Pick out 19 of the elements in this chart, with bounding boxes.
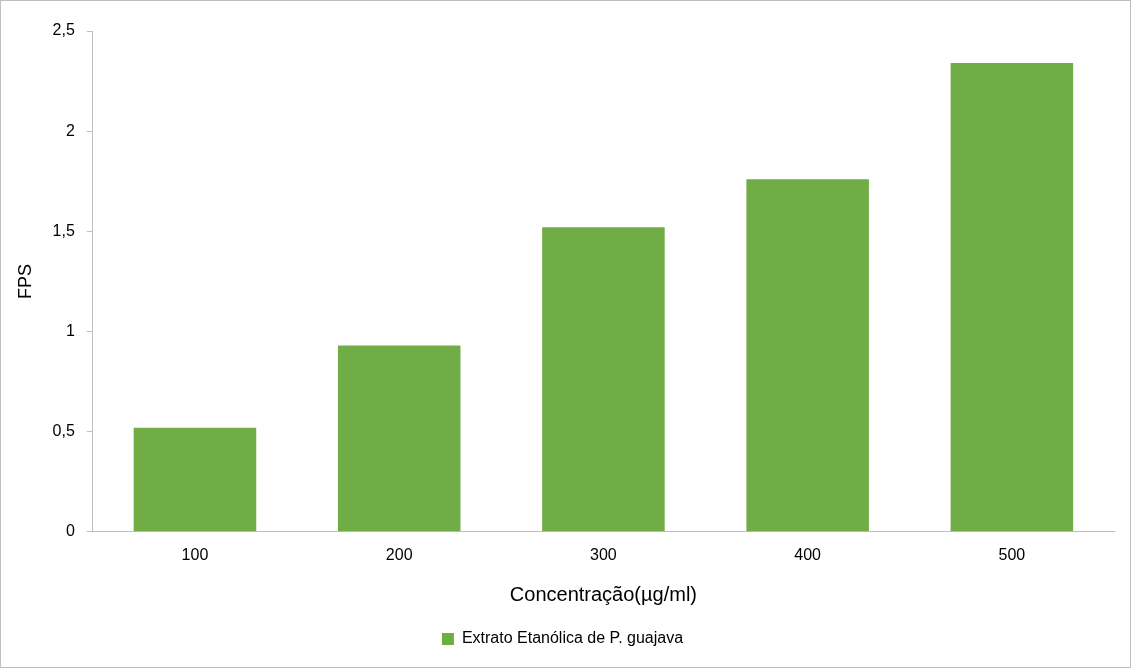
x-tick-label: 100 — [181, 545, 209, 563]
x-axis-title: Concentração(µg/ml) — [509, 582, 697, 605]
y-tick-label: 2 — [65, 121, 75, 139]
x-tick-label: 300 — [590, 545, 617, 563]
y-tick-label: 2,5 — [52, 21, 75, 39]
y-tick-label: 1 — [65, 321, 75, 339]
x-tick-label: 200 — [385, 545, 413, 563]
bar — [542, 227, 665, 532]
bar — [337, 345, 461, 532]
y-axis-title: FPS — [14, 263, 35, 299]
y-tick-label: 0 — [65, 522, 75, 540]
bar — [950, 63, 1074, 532]
legend-label: Extrato Etanólica de P. guajava — [461, 629, 684, 647]
y-tick-label: 1,5 — [52, 221, 75, 239]
bar — [746, 179, 869, 532]
x-tick-label: 400 — [794, 545, 822, 563]
bar — [133, 427, 257, 532]
x-tick-label: 500 — [998, 545, 1026, 563]
y-tick-label: 0,5 — [52, 422, 75, 440]
